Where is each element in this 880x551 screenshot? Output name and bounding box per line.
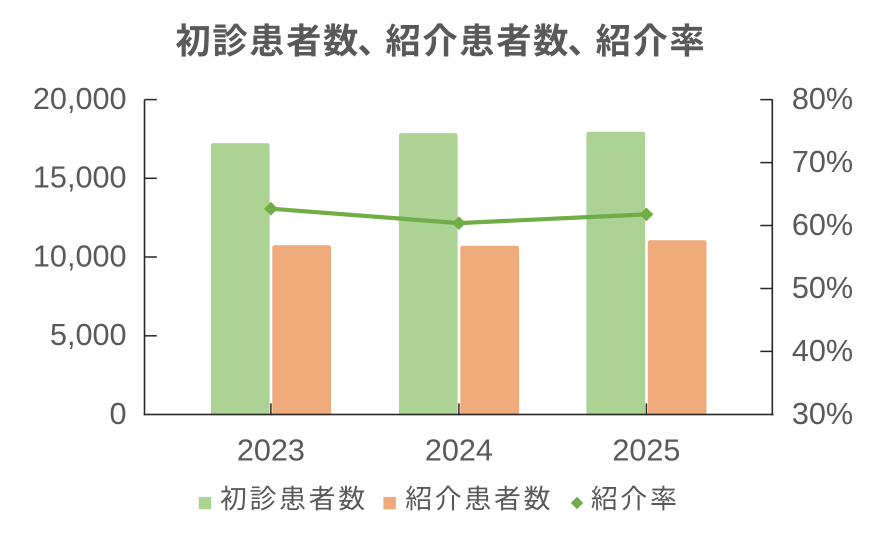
- svg-text:5,000: 5,000: [50, 318, 127, 352]
- svg-text:2024: 2024: [425, 434, 493, 468]
- svg-text:30%: 30%: [792, 397, 853, 431]
- svg-text:0: 0: [109, 397, 126, 431]
- svg-text:20,000: 20,000: [33, 82, 127, 116]
- svg-text:10,000: 10,000: [33, 239, 127, 273]
- svg-text:50%: 50%: [792, 271, 853, 305]
- svg-text:70%: 70%: [792, 145, 853, 179]
- svg-text:2023: 2023: [237, 434, 305, 468]
- svg-text:2025: 2025: [612, 434, 680, 468]
- svg-text:15,000: 15,000: [33, 161, 127, 195]
- svg-text:40%: 40%: [792, 334, 853, 368]
- svg-text:60%: 60%: [792, 208, 853, 242]
- svg-text:80%: 80%: [792, 82, 853, 116]
